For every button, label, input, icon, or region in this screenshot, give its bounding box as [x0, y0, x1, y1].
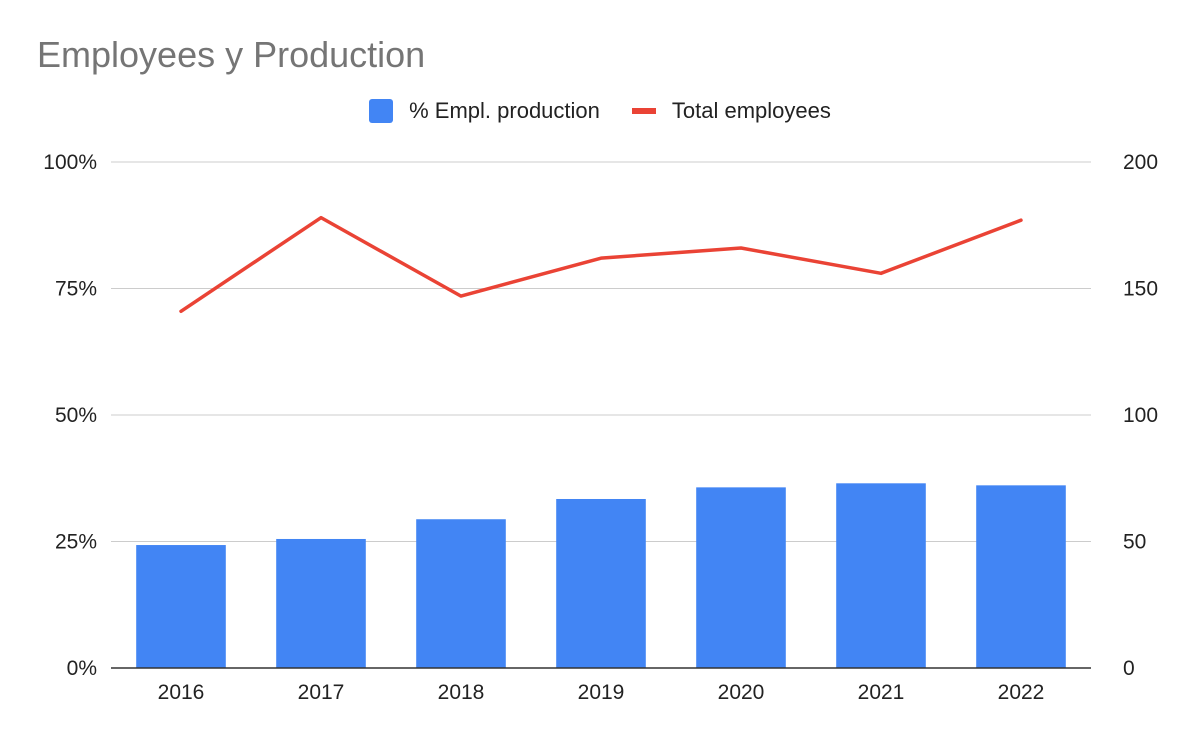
- right-tick-label: 0: [1123, 657, 1135, 680]
- legend-swatch-bar: [369, 99, 394, 123]
- line-series: [179, 215, 1023, 314]
- left-tick-label: 50%: [55, 404, 97, 427]
- x-tick-label: 2022: [998, 681, 1045, 704]
- legend-swatch-line: [631, 108, 656, 114]
- x-tick-label: 2018: [438, 681, 485, 704]
- chart-title: Employees y Production: [37, 34, 426, 75]
- bar: [276, 538, 366, 668]
- bar: [416, 519, 506, 668]
- x-tick-label: 2020: [718, 681, 765, 704]
- x-tick-label: 2019: [578, 681, 625, 704]
- legend-label-empl-production: % Empl. production: [409, 98, 600, 123]
- legend-label-total-employees: Total employees: [671, 98, 831, 123]
- right-tick-label: 150: [1123, 278, 1158, 301]
- left-tick-label: 0%: [67, 657, 97, 680]
- bar: [556, 498, 646, 668]
- axes: 0% 0 25% 50 50% 100 75% 150 100% 200 2016 2017 2018 2…: [43, 151, 1158, 704]
- legend-item-empl-production[interactable]: % Empl. production: [369, 98, 600, 124]
- legend: % Empl. production Total employees: [0, 98, 1200, 124]
- x-tick-label: 2021: [858, 681, 905, 704]
- right-tick-label: 100: [1123, 404, 1158, 427]
- left-tick-label: 100%: [43, 151, 97, 174]
- left-tick-label: 25%: [55, 531, 97, 554]
- bar: [836, 483, 926, 668]
- right-tick-label: 50: [1123, 531, 1146, 554]
- legend-item-total-employees[interactable]: Total employees: [631, 98, 831, 124]
- x-tick-label: 2016: [158, 681, 205, 704]
- x-tick-label: 2017: [298, 681, 345, 704]
- left-tick-label: 75%: [55, 278, 97, 301]
- bar: [976, 485, 1066, 668]
- gridlines: [111, 161, 1091, 542]
- bar: [136, 545, 226, 668]
- right-tick-label: 200: [1123, 151, 1158, 174]
- bar: [696, 487, 786, 668]
- bar-series: [136, 483, 1066, 668]
- series-line-total-employees: [179, 215, 1023, 314]
